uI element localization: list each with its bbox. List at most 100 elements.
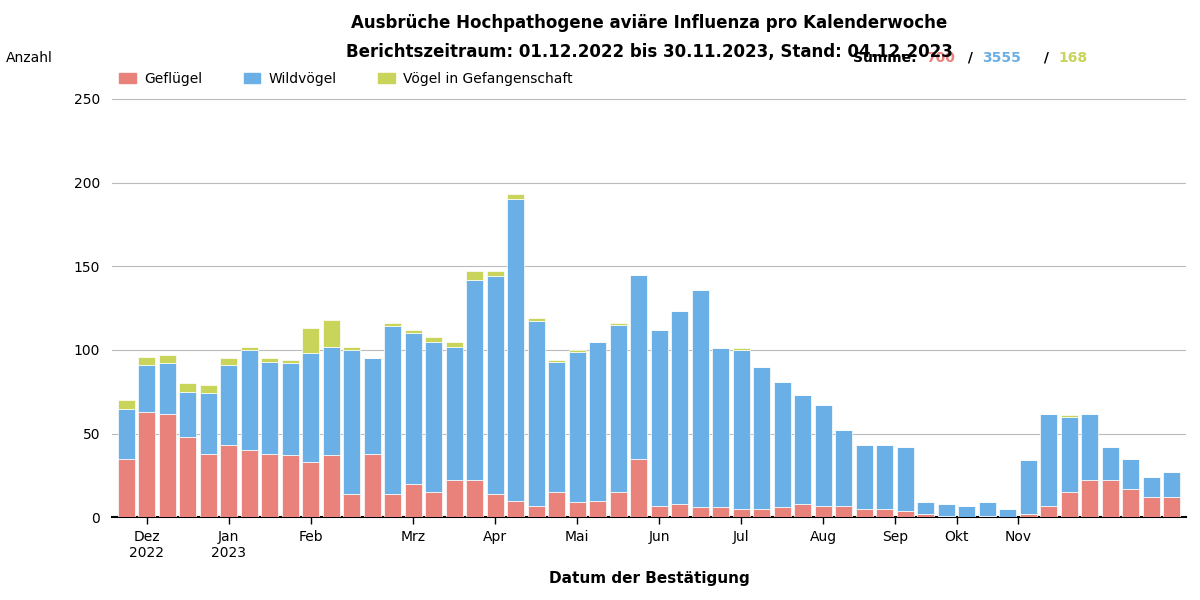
Bar [610, 323, 626, 325]
Bar [650, 330, 667, 506]
Bar [446, 481, 463, 517]
Text: /: / [962, 51, 978, 65]
Bar [384, 326, 401, 494]
Bar [384, 494, 401, 517]
Bar [713, 507, 730, 517]
Text: 700: 700 [926, 51, 955, 65]
Bar [856, 509, 872, 517]
Bar [302, 328, 319, 353]
Bar [1163, 497, 1180, 517]
Bar [671, 504, 688, 517]
Bar [1142, 497, 1159, 517]
Bar [425, 492, 442, 517]
Bar [815, 506, 832, 517]
Bar [118, 459, 134, 517]
Bar [323, 320, 340, 347]
Bar [323, 455, 340, 517]
Bar [630, 459, 647, 517]
Bar [917, 502, 934, 514]
Bar [508, 500, 524, 517]
Title: Ausbrüche Hochpathogene aviäre Influenza pro Kalenderwoche
Berichtszeitraum: 01.: Ausbrüche Hochpathogene aviäre Influenza… [346, 14, 953, 61]
Bar [528, 322, 545, 506]
Bar [917, 514, 934, 517]
Bar [876, 445, 893, 509]
Bar [896, 447, 913, 511]
Bar [467, 481, 484, 517]
Bar [404, 484, 421, 517]
Bar [179, 392, 196, 437]
Bar [733, 350, 750, 509]
Bar [200, 394, 217, 454]
Bar [179, 437, 196, 517]
Bar [1102, 447, 1118, 481]
Y-axis label: Anzahl: Anzahl [6, 51, 53, 65]
Bar [425, 341, 442, 492]
Bar [343, 347, 360, 350]
Bar [221, 365, 238, 445]
Bar [548, 492, 565, 517]
Bar [200, 454, 217, 517]
Bar [671, 311, 688, 504]
Bar [610, 492, 626, 517]
Bar [938, 515, 955, 517]
Bar [876, 509, 893, 517]
Bar [118, 409, 134, 459]
Bar [221, 445, 238, 517]
Bar [323, 347, 340, 455]
Bar [569, 350, 586, 352]
Bar [1122, 459, 1139, 489]
Bar [467, 271, 484, 280]
Bar [138, 412, 155, 517]
Bar [896, 511, 913, 517]
Bar [959, 506, 976, 517]
Bar [138, 365, 155, 412]
Bar [569, 502, 586, 517]
Bar [343, 494, 360, 517]
Bar [1000, 509, 1016, 517]
Bar [1020, 514, 1037, 517]
Bar [528, 506, 545, 517]
Bar [589, 500, 606, 517]
Bar [774, 507, 791, 517]
Text: Summe:: Summe: [853, 51, 922, 65]
Bar [262, 454, 278, 517]
Bar [1163, 472, 1180, 497]
Bar [179, 383, 196, 392]
Bar [815, 405, 832, 506]
Bar [138, 356, 155, 365]
Bar [262, 358, 278, 362]
Bar [548, 360, 565, 362]
Bar [794, 504, 811, 517]
Bar [1122, 489, 1139, 517]
Bar [754, 509, 770, 517]
Bar [200, 385, 217, 394]
Bar [487, 276, 504, 494]
Bar [241, 350, 258, 451]
Text: 168: 168 [1058, 51, 1087, 65]
Bar [404, 330, 421, 333]
Bar [569, 352, 586, 502]
Text: 3555: 3555 [982, 51, 1021, 65]
Bar [302, 462, 319, 517]
Bar [1061, 417, 1078, 492]
Bar [282, 455, 299, 517]
Bar [446, 341, 463, 347]
X-axis label: Datum der Bestätigung: Datum der Bestätigung [548, 571, 749, 586]
Bar [692, 290, 709, 507]
Bar [610, 325, 626, 492]
Bar [733, 348, 750, 350]
Bar [713, 348, 730, 507]
Bar [241, 451, 258, 517]
Bar [835, 430, 852, 506]
Bar [1040, 413, 1057, 506]
Bar [487, 494, 504, 517]
Bar [528, 318, 545, 322]
Bar [1020, 460, 1037, 514]
Bar [158, 364, 175, 413]
Bar [630, 275, 647, 459]
Bar [1102, 481, 1118, 517]
Bar [1081, 481, 1098, 517]
Bar [158, 355, 175, 364]
Bar [1061, 415, 1078, 417]
Bar [692, 507, 709, 517]
